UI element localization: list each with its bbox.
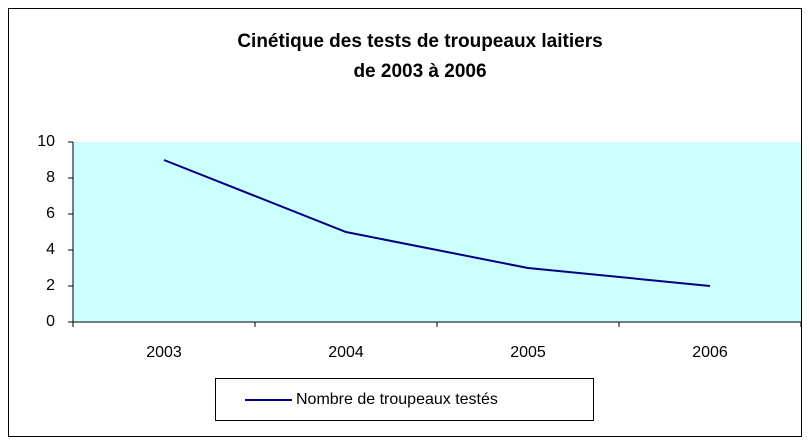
data-line [163, 159, 711, 287]
chart-title: de 2003 à 2006 [353, 61, 486, 82]
x-tick-label: 2003 [146, 344, 182, 361]
x-tick-label: 2006 [692, 344, 728, 361]
y-tick-label: 10 [37, 133, 55, 150]
y-tick-label: 8 [46, 169, 55, 186]
y-tick-label: 0 [46, 313, 55, 330]
x-tick-label: 2005 [510, 344, 546, 361]
x-tick-label: 2004 [328, 344, 364, 361]
plot-area [73, 142, 801, 322]
y-tick-label: 4 [46, 241, 55, 258]
y-tick-label: 2 [46, 277, 55, 294]
legend-label: Nombre de troupeaux testés [296, 391, 498, 408]
y-tick-label: 6 [46, 205, 55, 222]
chart-title: Cinétique des tests de troupeaux laitier… [237, 31, 602, 52]
